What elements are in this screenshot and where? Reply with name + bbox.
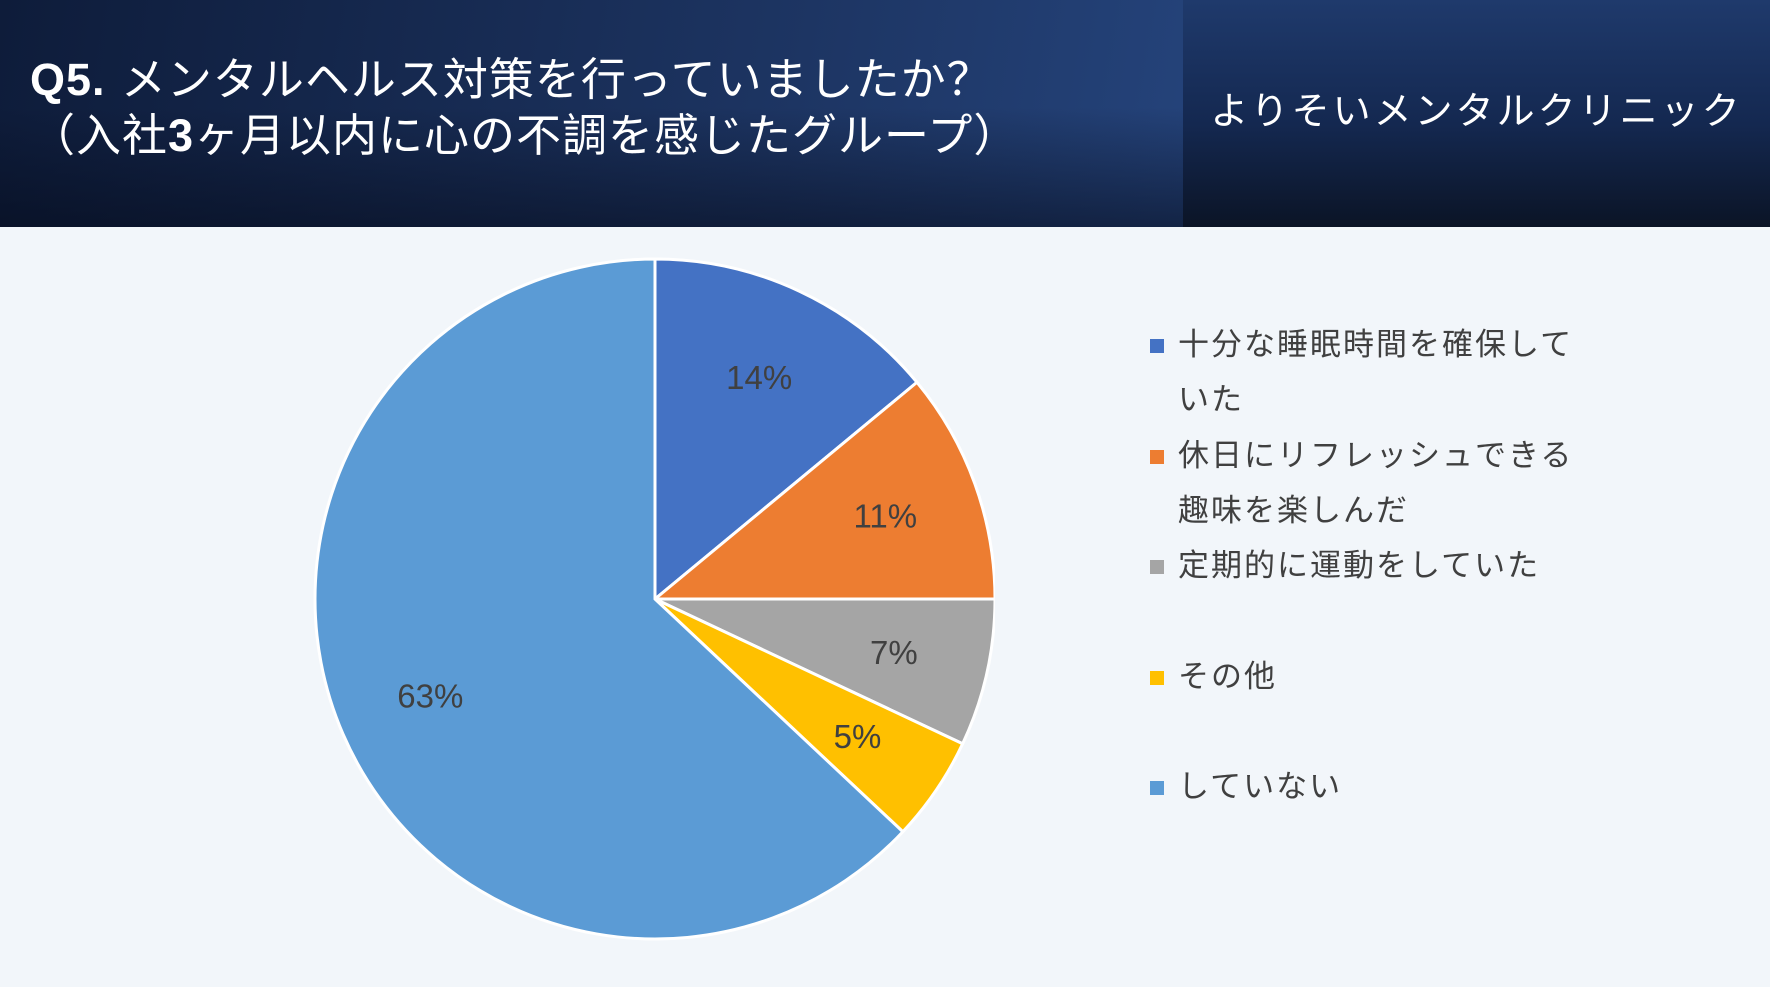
legend-item: していない — [1150, 760, 1580, 815]
brand-name: よりそいメンタルクリニック — [1210, 89, 1743, 133]
legend-swatch — [1150, 450, 1164, 464]
legend-item: 十分な睡眠時間を確保して いた — [1150, 318, 1580, 428]
pie-slice-5 — [313, 257, 905, 941]
slice-label-1: 14% — [726, 359, 792, 396]
legend-item: 定期的に運動をしていた — [1150, 539, 1580, 594]
subtitle-open: （入社 — [30, 109, 169, 162]
legend-swatch — [1150, 671, 1164, 685]
pie-chart: 14% 11% 7% 5% 63% — [313, 257, 995, 941]
slice-label-5: 63% — [397, 678, 463, 715]
legend-label: 趣味を楽しんだ — [1178, 493, 1409, 529]
legend-item: 休日にリフレッシュできる 趣味を楽しんだ — [1150, 429, 1580, 539]
slice-label-4: 5% — [834, 718, 882, 755]
pie-slice-2 — [650, 380, 995, 601]
legend-swatch — [1150, 781, 1164, 795]
legend-label: していない — [1178, 769, 1343, 805]
legend-swatch — [1150, 560, 1164, 574]
legend-label: その他 — [1178, 659, 1277, 695]
pie-slice-1 — [653, 257, 920, 603]
slice-label-2: 11% — [853, 498, 917, 535]
brand-panel — [1183, 0, 1770, 227]
legend-label: 休日にリフレッシュできる — [1178, 438, 1574, 474]
slice-label-3: 7% — [870, 634, 918, 671]
legend-label: 十分な睡眠時間を確保して — [1178, 327, 1574, 363]
question-text: メンタルヘルス対策を行っていましたか？ — [120, 53, 993, 106]
legend-swatch — [1150, 339, 1164, 353]
subtitle-rest: ヶ月以内に心の不調を感じたグループ） — [194, 109, 1020, 162]
legend-item: その他 — [1150, 650, 1580, 705]
title-subtitle: （入社3ヶ月以内に心の不調を感じたグループ） — [30, 108, 1019, 164]
page-title: Q5. メンタルヘルス対策を行っていましたか？ （入社3ヶ月以内に心の不調を感じ… — [30, 52, 1019, 164]
legend-label: 定期的に運動をしていた — [1178, 548, 1541, 584]
legend-label: いた — [1178, 382, 1244, 418]
subtitle-number: 3 — [168, 110, 195, 161]
pie-slice-3 — [654, 597, 995, 746]
question-number: Q5. — [30, 54, 106, 105]
